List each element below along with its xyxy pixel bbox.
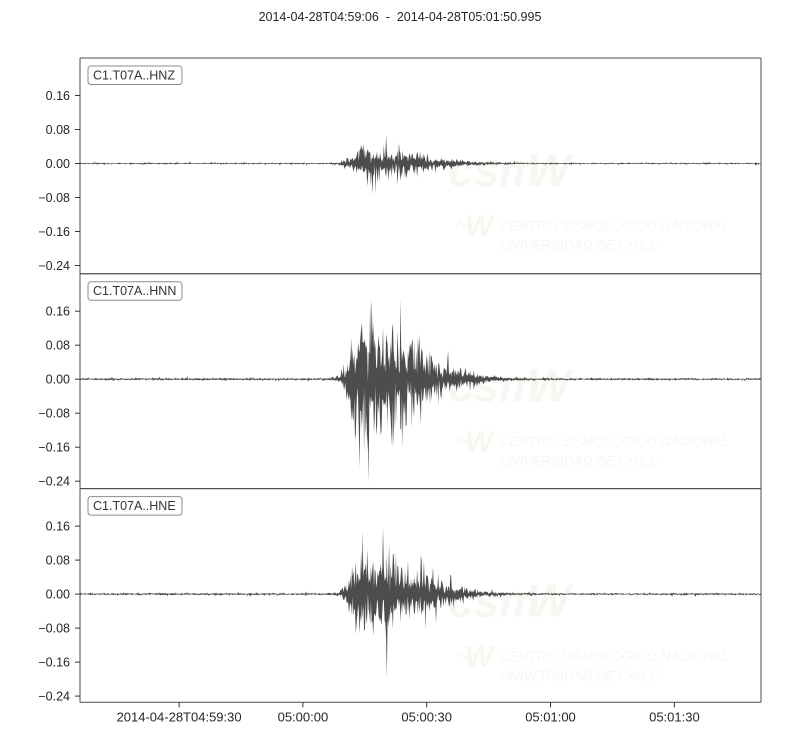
svg-text:−0.16: −0.16 xyxy=(38,655,70,669)
svg-text:2014-04-28T04:59:06 - 2014-0: 2014-04-28T04:59:06 - 2014-04-28T05:01:5… xyxy=(259,10,542,24)
svg-text:0.00: 0.00 xyxy=(46,373,70,387)
svg-text:W: W xyxy=(465,641,496,674)
svg-text:W: W xyxy=(527,360,574,412)
svg-text:−0.16: −0.16 xyxy=(38,441,70,455)
svg-text:UNIVERSIDAD DE CHILE: UNIVERSIDAD DE CHILE xyxy=(500,668,659,683)
svg-text:W: W xyxy=(527,575,574,627)
svg-text:−0.08: −0.08 xyxy=(38,407,70,421)
svg-text:W: W xyxy=(465,426,496,459)
svg-text:0.00: 0.00 xyxy=(46,587,70,601)
svg-text:−0.24: −0.24 xyxy=(38,475,70,489)
svg-text:0.00: 0.00 xyxy=(46,157,70,171)
svg-text:W: W xyxy=(527,144,574,196)
svg-text:0.16: 0.16 xyxy=(46,305,70,319)
svg-text:0.16: 0.16 xyxy=(46,89,70,103)
svg-text:CENTRO SISMOLÓGICO NACIONAL: CENTRO SISMOLÓGICO NACIONAL xyxy=(500,218,730,233)
svg-text:−0.08: −0.08 xyxy=(38,621,70,635)
svg-text:W: W xyxy=(465,210,496,243)
svg-text:2014-04-28T04:59:30: 2014-04-28T04:59:30 xyxy=(117,709,242,724)
svg-text:05:00:30: 05:00:30 xyxy=(401,709,452,724)
svg-text:UNIVERSIDAD DE CHILE: UNIVERSIDAD DE CHILE xyxy=(500,453,659,468)
svg-text:C1.T07A..HNZ: C1.T07A..HNZ xyxy=(93,69,175,83)
svg-text:−0.24: −0.24 xyxy=(38,259,70,273)
svg-text:−0.24: −0.24 xyxy=(38,689,70,703)
svg-text:−0.16: −0.16 xyxy=(38,225,70,239)
svg-text:UNIVERSIDAD DE CHILE: UNIVERSIDAD DE CHILE xyxy=(500,238,659,253)
svg-text:0.08: 0.08 xyxy=(46,123,70,137)
svg-text:C1.T07A..HNN: C1.T07A..HNN xyxy=(93,284,176,298)
svg-text:0.16: 0.16 xyxy=(46,519,70,533)
svg-text:0.08: 0.08 xyxy=(46,553,70,567)
svg-text:05:00:00: 05:00:00 xyxy=(278,709,329,724)
svg-text:05:01:00: 05:01:00 xyxy=(525,709,576,724)
svg-text:05:01:30: 05:01:30 xyxy=(649,709,700,724)
svg-text:CENTRO SISMOLÓGICO NACIONAL: CENTRO SISMOLÓGICO NACIONAL xyxy=(500,434,730,449)
svg-text:C1.T07A..HNE: C1.T07A..HNE xyxy=(93,499,176,513)
svg-text:CENTRO SISMOLÓGICO NACIONAL: CENTRO SISMOLÓGICO NACIONAL xyxy=(500,649,730,664)
svg-text:−0.08: −0.08 xyxy=(38,191,70,205)
svg-text:0.08: 0.08 xyxy=(46,339,70,353)
